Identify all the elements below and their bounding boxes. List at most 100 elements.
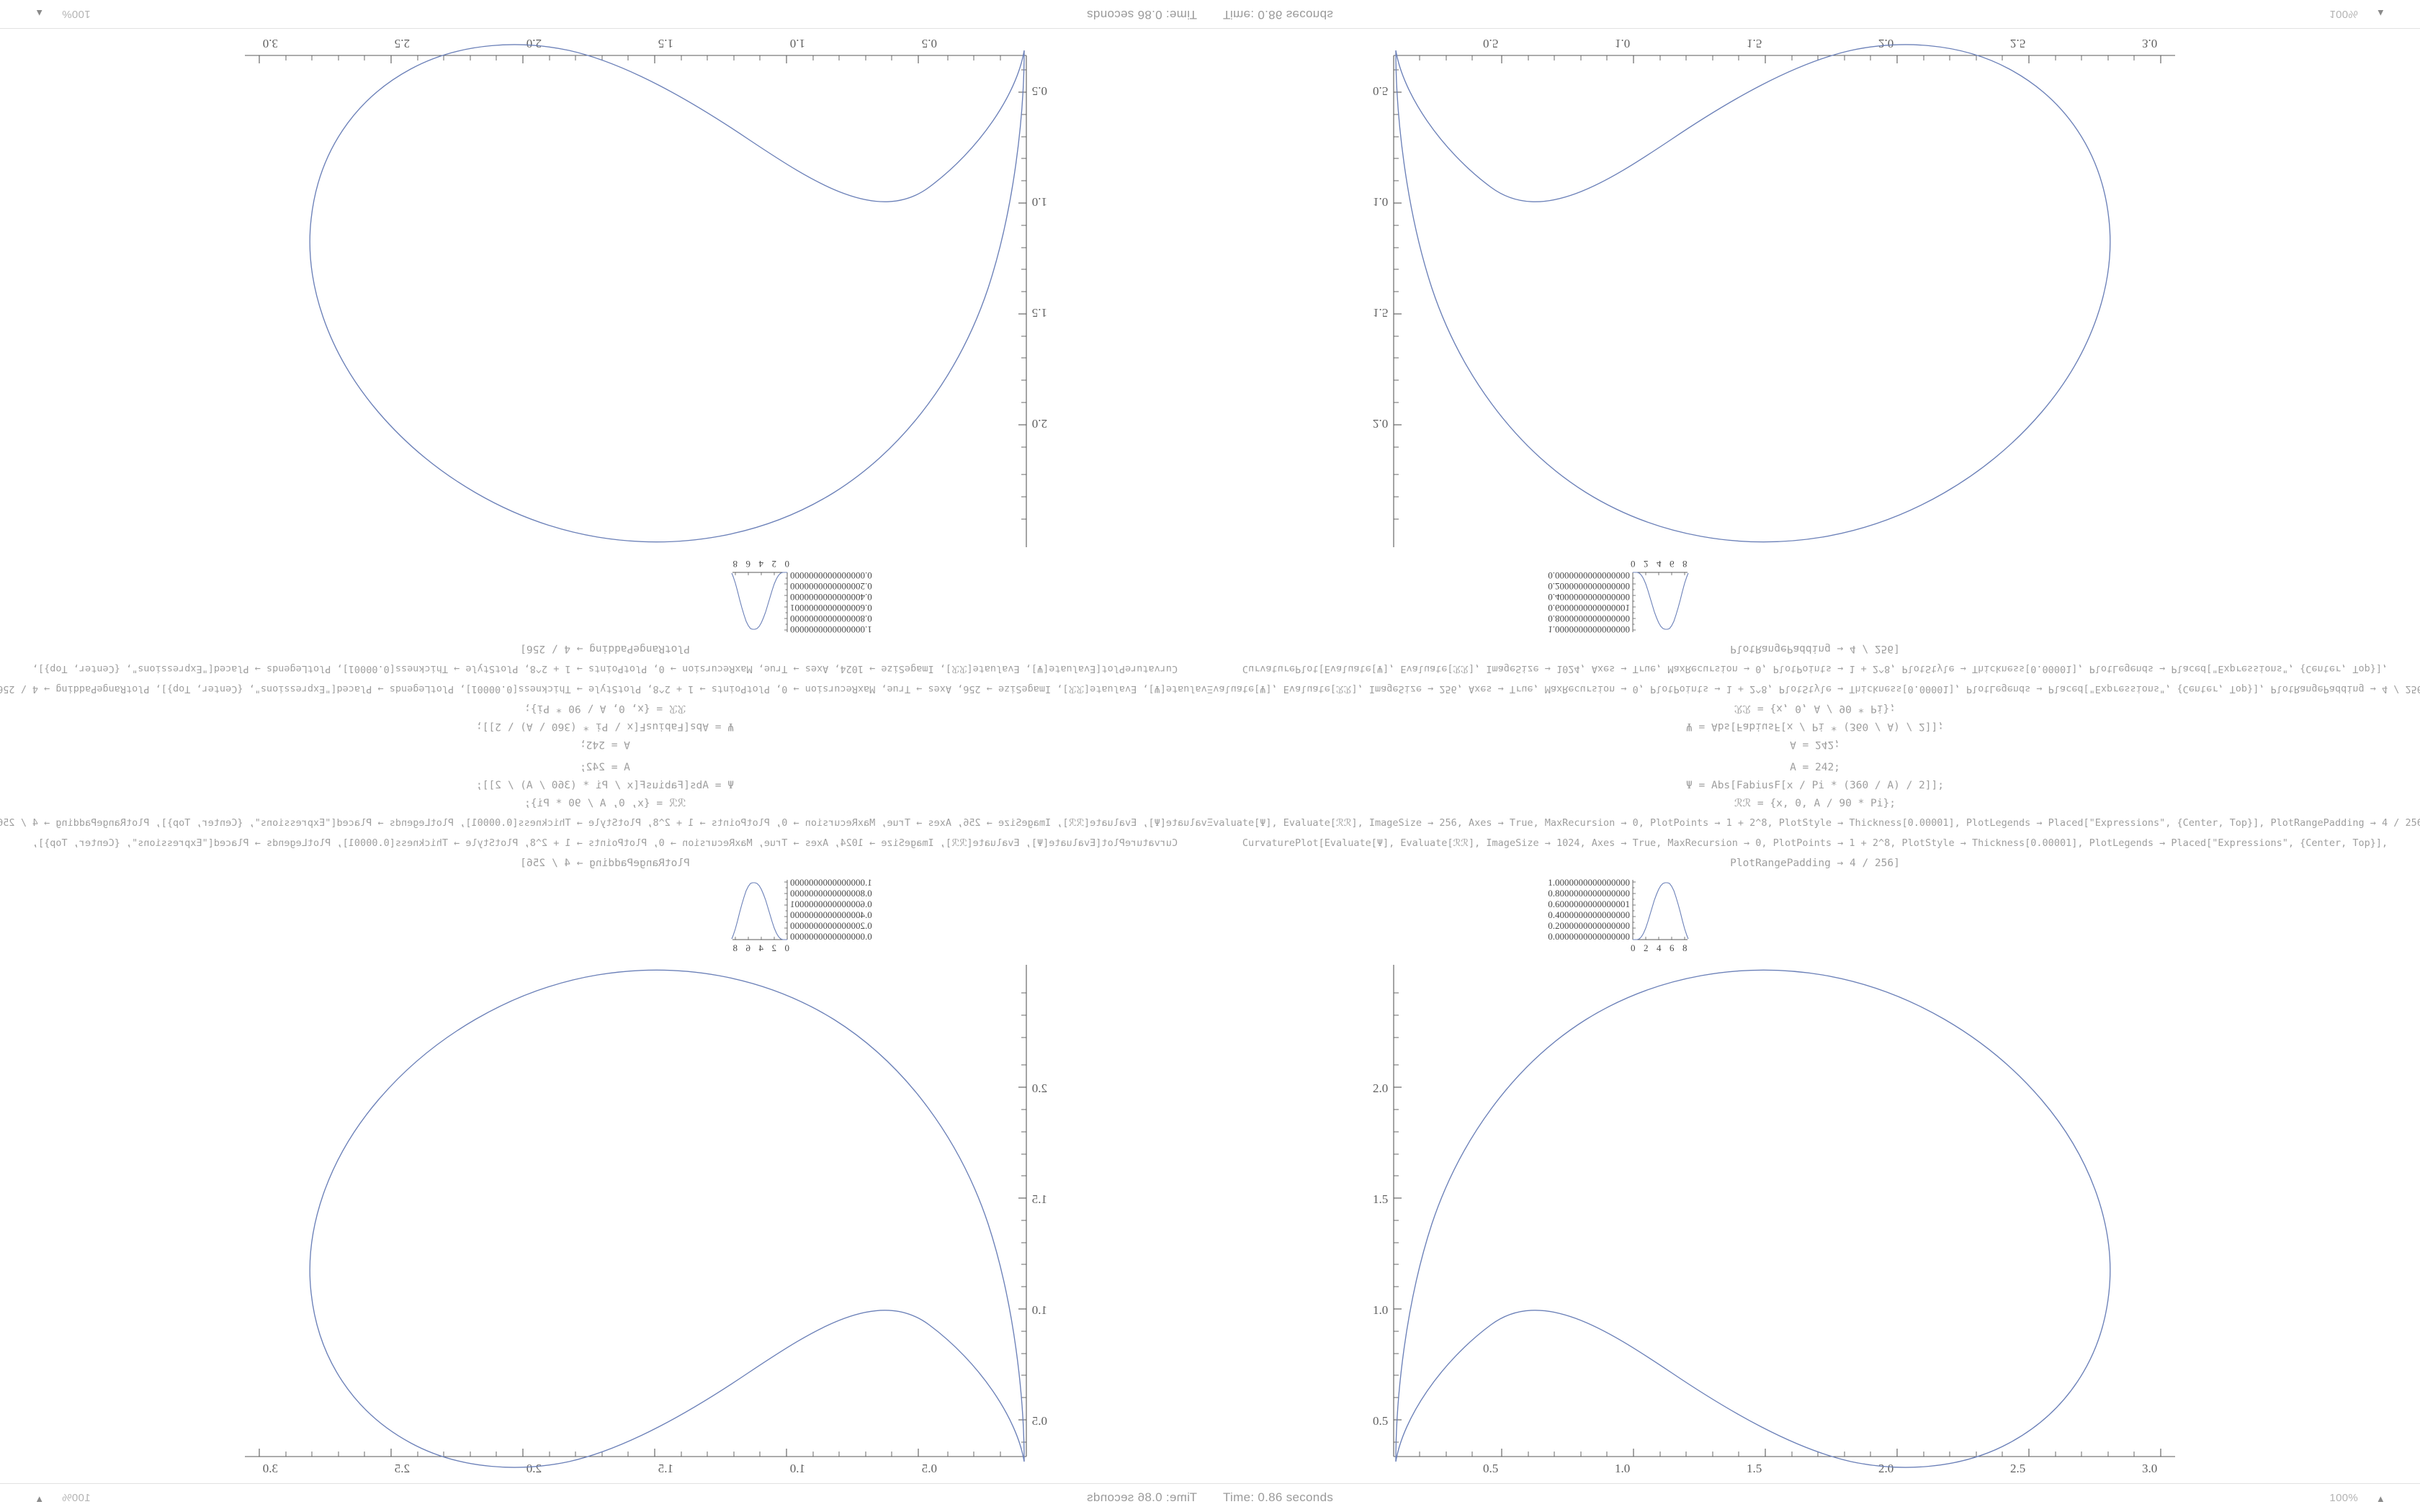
- legend-ytick-3: 0.6000000000000001: [1548, 899, 1630, 909]
- legend-xtick-6: 6: [1670, 942, 1675, 953]
- curvature-plot-output[interactable]: 2.0 1.5 1.0 0.5 0.5 1.0 1.5 2.0 2.5 3.0: [94, 965, 1047, 1475]
- legend-xtick-6: 6: [745, 559, 751, 570]
- legend-ytick-1: 1.0000000000000000: [1548, 624, 1630, 635]
- notebook-page: Α = 242; Ψ = Abs[FabiusF[x / Pi * (360 /…: [1210, 0, 2420, 756]
- plot-ytick-2-0: 2.0: [1031, 1081, 1047, 1095]
- code-line-plotrangepadding: PlotRangePadding → 4 / 256]: [1730, 858, 1900, 869]
- legend-ytick-4: 0.4000000000000000: [1548, 592, 1630, 603]
- plot-ytick-2-0: 2.0: [1373, 417, 1389, 431]
- notebook-quadrant-bottom-right: Α = 242; Ψ = Abs[FabiusF[x / Pi * (360 /…: [1210, 756, 2420, 1512]
- plot-xtick-0-5: 0.5: [1483, 1462, 1499, 1475]
- legend-xtick-8: 8: [732, 942, 738, 953]
- zoom-level-label[interactable]: 100%: [62, 1492, 91, 1504]
- notebook-quadrant-top-left: Α = 242; Ψ = Abs[FabiusF[x / Pi * (360 /…: [0, 0, 1210, 756]
- notebook-quadrant-top-right: Α = 242; Ψ = Abs[FabiusF[x / Pi * (360 /…: [1210, 0, 2420, 756]
- code-line-curvatureplot: CurvaturePlot[Evaluate[Ψ], Evaluate[ℛℛ],…: [32, 663, 1178, 675]
- plot-ytick-0-5: 0.5: [1373, 84, 1389, 98]
- legend-xtick-6: 6: [1670, 559, 1675, 570]
- code-line-output-plot: [Evaluate[Ψ], Evaluate[ℛℛ], ImageSize → …: [1210, 683, 2420, 695]
- curvature-plot-canvas: [245, 965, 1027, 1468]
- zoom-level-label[interactable]: 100%: [2329, 1492, 2358, 1504]
- legend-xtick-0: 0: [1631, 942, 1636, 953]
- code-line-a-def: Α = 242;: [1790, 762, 1840, 773]
- plot-ytick-2-0: 2.0: [1031, 417, 1047, 431]
- legend-ytick-5: 0.2000000000000000: [1548, 920, 1630, 931]
- legend-ytick-5: 0.2000000000000000: [790, 581, 872, 592]
- legend-inset-chart: [731, 572, 788, 632]
- legend-inset-chart: [731, 880, 788, 940]
- legend-ytick-3: 0.6000000000000001: [790, 603, 872, 613]
- legend-xtick-0: 0: [784, 942, 790, 953]
- legend-xtick-2: 2: [1644, 559, 1649, 570]
- plot-legend-inset: 1.0000000000000000 0.8000000000000000 0.…: [731, 556, 882, 635]
- evaluation-time-label: Time: 0.86 seconds: [1086, 1490, 1197, 1504]
- legend-xtick-8: 8: [1682, 559, 1688, 570]
- plot-ytick-1-0: 1.0: [1031, 1303, 1047, 1317]
- code-line-output-plot: [Evaluate[Ψ], Evaluate[ℛℛ], ImageSize → …: [0, 817, 1210, 829]
- code-line-output-plot: [Evaluate[Ψ], Evaluate[ℛℛ], ImageSize → …: [0, 683, 1210, 695]
- legend-ytick-3: 0.6000000000000001: [790, 899, 872, 909]
- code-line-psi-def: Ψ = Abs[FabiusF[x / Pi * (360 / Α) / 2]]…: [1686, 780, 1944, 791]
- legend-ytick-3: 0.6000000000000001: [1548, 603, 1630, 613]
- legend-xtick-0: 0: [784, 559, 790, 570]
- legend-ytick-2: 0.8000000000000000: [1548, 888, 1630, 899]
- status-bar-divider: [1210, 1483, 2420, 1484]
- plot-ytick-1-5: 1.5: [1373, 1192, 1389, 1206]
- evaluation-time-label: Time: 0.86 seconds: [1223, 1490, 1334, 1504]
- plot-legend-inset: 1.0000000000000000 0.8000000000000000 0.…: [1538, 556, 1689, 635]
- plot-ytick-1-0: 1.0: [1373, 1303, 1389, 1317]
- legend-ytick-4: 0.4000000000000000: [790, 592, 872, 603]
- legend-ytick-6: 0.0000000000000000: [790, 570, 872, 581]
- legend-xtick-4: 4: [1657, 942, 1662, 953]
- code-line-curvatureplot: CurvaturePlot[Evaluate[Ψ], Evaluate[ℛℛ],…: [1242, 663, 2388, 675]
- plot-legend-inset: 1.0000000000000000 0.8000000000000000 0.…: [1538, 877, 1689, 956]
- code-line-psi-def: Ψ = Abs[FabiusF[x / Pi * (360 / Α) / 2]]…: [476, 780, 734, 791]
- curvature-plot-output[interactable]: 2.0 1.5 1.0 0.5 0.5 1.0 1.5 2.0 2.5 3.0: [1373, 965, 2326, 1475]
- plot-xtick-2-5: 2.5: [2010, 1462, 2026, 1475]
- code-line-a-def: Α = 242;: [580, 739, 630, 750]
- curvature-plot-output[interactable]: 2.0 1.5 1.0 0.5 0.5 1.0 1.5 2.0 2.5 3.0: [94, 37, 1047, 547]
- legend-ytick-1: 1.0000000000000000: [790, 877, 872, 888]
- plot-ytick-1-5: 1.5: [1031, 306, 1047, 320]
- code-line-psi-def: Ψ = Abs[FabiusF[x / Pi * (360 / Α) / 2]]…: [476, 721, 734, 732]
- plot-ytick-2-0: 2.0: [1373, 1081, 1389, 1095]
- plot-ytick-0-5: 0.5: [1031, 84, 1047, 98]
- legend-ytick-2: 0.8000000000000000: [790, 888, 872, 899]
- zoom-caret-icon[interactable]: ▲: [35, 8, 45, 19]
- code-line-output-plot: [Evaluate[Ψ], Evaluate[ℛℛ], ImageSize → …: [1210, 817, 2420, 829]
- notebook-page: Α = 242; Ψ = Abs[FabiusF[x / Pi * (360 /…: [1210, 756, 2420, 1512]
- plot-ytick-1-5: 1.5: [1373, 306, 1389, 320]
- plot-ytick-1-0: 1.0: [1373, 195, 1389, 209]
- code-line-curvatureplot: CurvaturePlot[Evaluate[Ψ], Evaluate[ℛℛ],…: [32, 837, 1178, 849]
- notebook-page: Α = 242; Ψ = Abs[FabiusF[x / Pi * (360 /…: [0, 0, 1210, 756]
- zoom-caret-icon[interactable]: ▲: [35, 1493, 45, 1504]
- legend-xtick-8: 8: [1682, 942, 1688, 953]
- zoom-level-label[interactable]: 100%: [2329, 8, 2358, 20]
- code-line-plotrangepadding: PlotRangePadding → 4 / 256]: [1730, 643, 1900, 654]
- evaluation-time-label: Time: 0.86 seconds: [1223, 8, 1334, 22]
- status-bar: Time: 0.86 seconds 100% ▲: [1210, 1483, 2420, 1512]
- legend-ytick-5: 0.2000000000000000: [790, 920, 872, 931]
- legend-xtick-0: 0: [1631, 559, 1636, 570]
- plot-xtick-3-0: 3.0: [2142, 1462, 2158, 1475]
- plot-ytick-0-5: 0.5: [1031, 1414, 1047, 1428]
- zoom-caret-icon[interactable]: ▲: [2375, 8, 2385, 19]
- plot-ytick-0-5: 0.5: [1373, 1414, 1389, 1428]
- curvature-plot-output[interactable]: 2.0 1.5 1.0 0.5 0.5 1.0 1.5 2.0 2.5 3.0: [1373, 37, 2326, 547]
- legend-xtick-2: 2: [1644, 942, 1649, 953]
- status-bar: Time: 0.86 seconds 100% ▲: [0, 1483, 1210, 1512]
- code-line-rr-def: ℛℛ = {x, 0, Α / 90 * Pi};: [1734, 798, 1896, 809]
- curvature-plot-canvas: [245, 44, 1027, 547]
- curvature-plot-canvas: [1393, 44, 2175, 547]
- code-line-rr-def: ℛℛ = {x, 0, Α / 90 * Pi};: [524, 798, 686, 809]
- zoom-level-label[interactable]: 100%: [62, 8, 91, 20]
- legend-xtick-8: 8: [732, 559, 738, 570]
- curvature-plot-canvas: [1393, 965, 2175, 1468]
- status-bar: Time: 0.86 seconds 100% ▲: [1210, 0, 2420, 29]
- code-line-rr-def: ℛℛ = {x, 0, Α / 90 * Pi};: [1734, 703, 1896, 714]
- legend-ytick-4: 0.4000000000000000: [1548, 909, 1630, 920]
- zoom-caret-icon[interactable]: ▲: [2375, 1493, 2385, 1504]
- notebook-page: Α = 242; Ψ = Abs[FabiusF[x / Pi * (360 /…: [0, 756, 1210, 1512]
- code-line-plotrangepadding: PlotRangePadding → 4 / 256]: [520, 858, 690, 869]
- status-bar: Time: 0.86 seconds 100% ▲: [0, 0, 1210, 29]
